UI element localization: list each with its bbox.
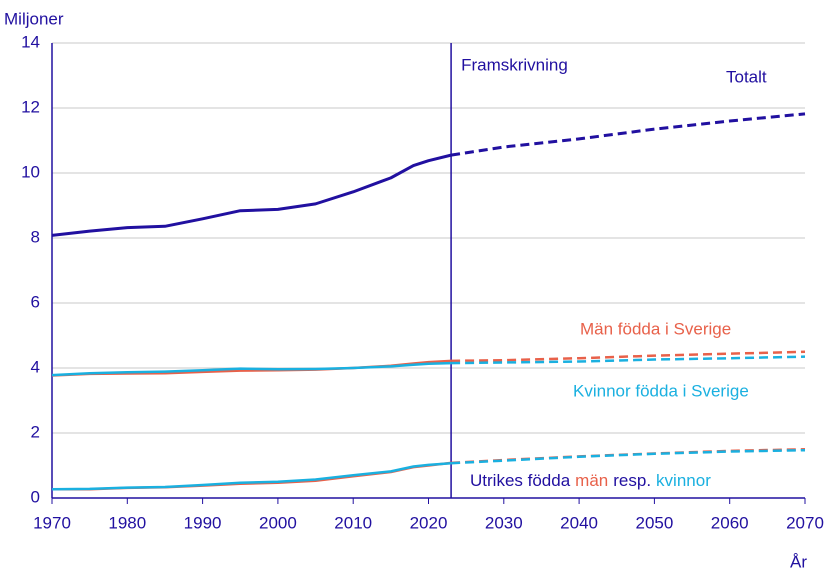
x-tick-label: 1970	[33, 513, 71, 532]
x-tick-label: 2010	[334, 513, 372, 532]
x-axis-label: År	[790, 552, 807, 571]
series-label: Totalt	[726, 67, 767, 86]
series-label-group: Utrikes födda män resp. kvinnor	[470, 471, 711, 490]
x-tick-label: 2000	[259, 513, 297, 532]
x-tick-label: 2020	[410, 513, 448, 532]
x-tick-label: 2070	[786, 513, 824, 532]
series-label: Kvinnor födda i Sverige	[573, 381, 749, 400]
y-tick-label: 4	[31, 357, 40, 376]
x-tick-label: 2060	[711, 513, 749, 532]
y-tick-label: 10	[21, 162, 40, 181]
x-tick-label: 2030	[485, 513, 523, 532]
series-label: Män födda i Sverige	[580, 319, 731, 338]
series-label: kvinnor	[656, 471, 711, 490]
y-axis-label: Miljoner	[4, 9, 64, 28]
y-tick-label: 6	[31, 292, 40, 311]
series-line-projection	[451, 448, 806, 465]
series-line-projection	[450, 112, 806, 157]
x-tick-label: 1990	[184, 513, 222, 532]
series-line-projection	[451, 355, 806, 365]
annotation: Utrikes födda	[470, 471, 571, 490]
annotation: Framskrivning	[461, 55, 568, 74]
annotation: resp.	[613, 471, 651, 490]
x-tick-label: 2050	[635, 513, 673, 532]
y-tick-label: 8	[31, 227, 40, 246]
y-tick-label: 14	[21, 32, 40, 51]
series-line	[52, 461, 452, 491]
series-line	[51, 153, 452, 237]
y-tick-label: 2	[31, 422, 40, 441]
y-tick-label: 12	[21, 97, 40, 116]
x-tick-label: 2040	[560, 513, 598, 532]
series-label: män	[575, 471, 608, 490]
x-tick-label: 1980	[108, 513, 146, 532]
series-line-projection	[451, 350, 806, 363]
series-line	[51, 461, 452, 491]
y-tick-label: 0	[31, 487, 40, 506]
series-line	[51, 361, 452, 377]
